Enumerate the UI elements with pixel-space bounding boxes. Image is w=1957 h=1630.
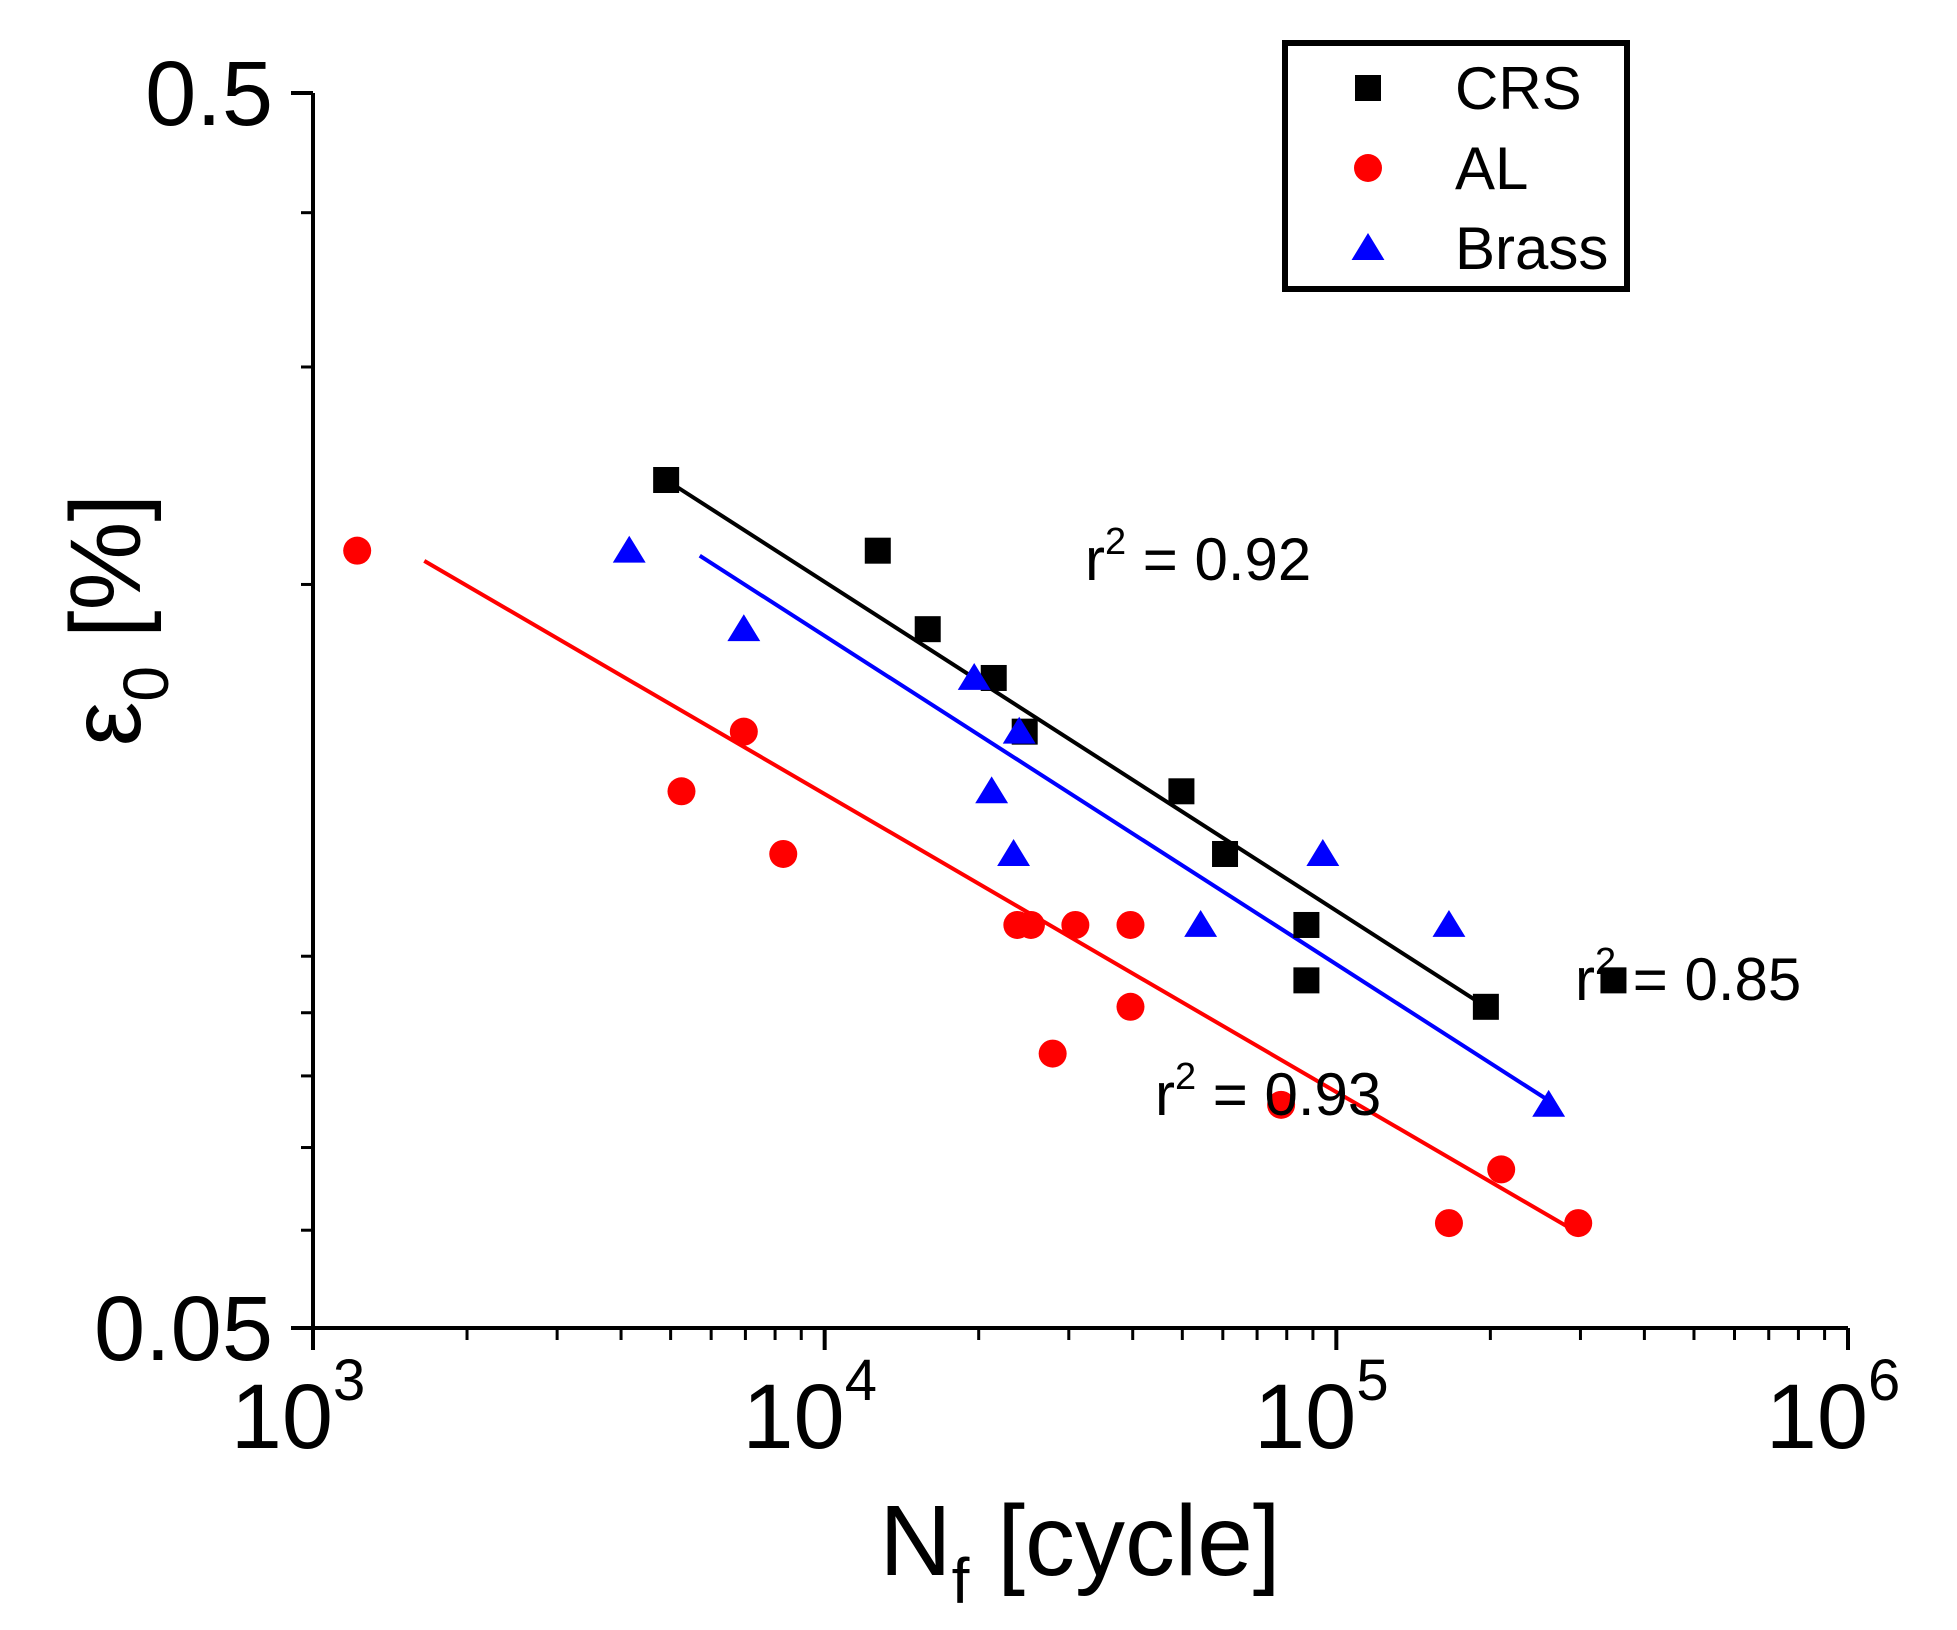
point-brass (1432, 910, 1466, 937)
point-brass (1184, 910, 1218, 937)
x-tick-base: 10 (742, 1366, 844, 1468)
point-al (1267, 1090, 1296, 1119)
legend-label: Brass (1455, 215, 1608, 282)
y-axis-title-rest: [%] (50, 494, 162, 666)
r2-annotation-al: r2 = 0.93 (1155, 1056, 1381, 1128)
point-crs (864, 537, 891, 564)
r2-exponent: 2 (1175, 1056, 1196, 1098)
r2-annotation-brass: r2 = 0.85 (1575, 941, 1801, 1013)
legend-label: CRS (1455, 55, 1582, 122)
x-tick-exponent: 5 (1356, 1348, 1388, 1413)
point-al (667, 777, 696, 806)
x-tick-base: 10 (231, 1366, 333, 1468)
r2-value: = 0.85 (1616, 946, 1801, 1013)
x-axis-title: Nf [cycle] (879, 1485, 1280, 1617)
legend-label: AL (1455, 135, 1528, 202)
y-axis-title-sub: 0 (110, 666, 182, 702)
point-al (769, 839, 798, 868)
x-tick-exponent: 3 (333, 1348, 365, 1413)
x-tick-exponent: 4 (845, 1348, 877, 1413)
r2-label: r (1575, 946, 1595, 1013)
fit-line-crs (665, 478, 1487, 1009)
point-brass (957, 663, 991, 690)
point-al (729, 717, 758, 746)
point-al (1564, 1209, 1593, 1238)
r2-label: r (1085, 526, 1105, 593)
point-brass (727, 614, 761, 642)
x-tick-label: 106 (1766, 1348, 1901, 1468)
point-brass (975, 776, 1009, 804)
point-al (1016, 910, 1045, 939)
point-al (1116, 910, 1145, 939)
fit-line-brass (698, 554, 1557, 1107)
legend-box (1282, 40, 1630, 292)
point-al (1116, 992, 1145, 1021)
r2-exponent: 2 (1595, 941, 1616, 983)
point-crs (914, 616, 941, 643)
point-al (1038, 1039, 1067, 1068)
legend-marker-brass (1351, 233, 1385, 260)
x-tick-label: 104 (742, 1348, 877, 1468)
point-brass (1002, 716, 1036, 744)
point-al (1434, 1209, 1463, 1238)
fit-line-al (423, 559, 1569, 1229)
r2-value: = 0.92 (1126, 526, 1311, 593)
x-tick-base: 10 (1254, 1366, 1356, 1468)
point-al (343, 536, 372, 565)
point-al (1061, 910, 1090, 939)
r2-label: r (1155, 1061, 1175, 1128)
y-tick-label: 0.5 (145, 43, 273, 145)
point-crs (1600, 967, 1627, 994)
x-axis-title-main: N (879, 1485, 951, 1597)
x-tick-label: 103 (231, 1348, 366, 1468)
point-crs (1212, 840, 1239, 867)
x-axis-title-sub: f (952, 1545, 970, 1617)
point-crs (1472, 993, 1499, 1020)
point-brass (1306, 839, 1340, 866)
point-brass (612, 535, 646, 563)
y-axis-title: ε0 [%] (50, 494, 182, 746)
point-crs (653, 467, 680, 494)
r2-exponent: 2 (1105, 521, 1126, 563)
x-axis-title-rest: [cycle] (969, 1485, 1280, 1597)
point-crs (1293, 967, 1320, 994)
legend-marker-al (1354, 154, 1382, 182)
r2-annotation-crs: r2 = 0.92 (1085, 521, 1311, 593)
point-al (1487, 1155, 1516, 1184)
x-tick-base: 10 (1766, 1366, 1868, 1468)
y-tick-label: 0.05 (94, 1278, 273, 1380)
fit-lines (423, 478, 1569, 1229)
legend-marker-crs (1355, 75, 1381, 101)
point-crs (1168, 778, 1195, 805)
point-brass (997, 839, 1031, 866)
point-crs (1293, 911, 1320, 938)
data-markers (343, 467, 1627, 1238)
x-tick-label: 105 (1254, 1348, 1389, 1468)
x-tick-exponent: 6 (1868, 1348, 1900, 1413)
y-axis-title-main: ε (50, 702, 162, 747)
legend: CRS AL Brass (1282, 40, 1630, 292)
r2-value: = 0.93 (1196, 1061, 1381, 1128)
point-brass (1532, 1089, 1566, 1117)
